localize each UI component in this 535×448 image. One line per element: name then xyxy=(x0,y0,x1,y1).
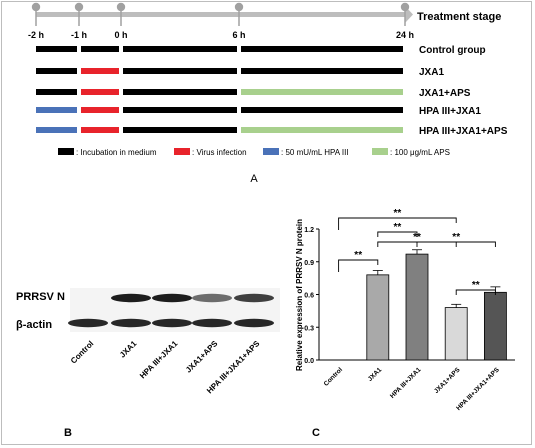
group-segment-aps xyxy=(241,89,403,95)
time-tick-label: 6 h xyxy=(232,30,245,40)
time-tick-label: -1 h xyxy=(71,30,87,40)
group-segment-medium xyxy=(241,68,403,74)
timeline-marker xyxy=(74,2,84,12)
timeline-marker xyxy=(234,2,244,12)
prrsv-band xyxy=(111,293,151,303)
actin-band xyxy=(68,318,108,328)
prrsv-band xyxy=(234,293,274,303)
panel-b-label: B xyxy=(64,427,72,439)
x-tick-label: HPA III+JXA1 xyxy=(389,366,423,400)
blot-row-label: PRRSV N xyxy=(16,291,65,303)
lane-label: JXA1+APS xyxy=(184,339,220,375)
significance-bracket xyxy=(455,289,496,295)
bar xyxy=(483,291,507,361)
group-segment-medium xyxy=(123,107,237,113)
significance-label: ** xyxy=(394,208,402,219)
significance-bracket xyxy=(377,231,418,237)
group-segment-medium xyxy=(123,89,237,95)
x-tick-label: HPA III+JXA1+APS xyxy=(455,366,501,412)
legend-label: : 100 μg/mL APS xyxy=(390,148,450,157)
group-segment-medium xyxy=(81,46,119,52)
group-segment-medium xyxy=(36,89,77,95)
significance-label: ** xyxy=(472,280,480,291)
actin-band xyxy=(152,318,192,328)
y-tick-label: 0.0 xyxy=(304,358,314,365)
group-segment-aps xyxy=(241,127,403,133)
legend-swatch-virus xyxy=(174,148,190,155)
group-label: JXA1 xyxy=(419,67,444,78)
significance-label: ** xyxy=(394,222,402,233)
bar xyxy=(405,253,429,361)
significance-label: ** xyxy=(354,250,362,261)
significance-label: ** xyxy=(413,232,421,243)
timeline-marker xyxy=(31,2,41,12)
panel-a-label: A xyxy=(250,173,258,185)
group-segment-medium xyxy=(123,46,237,52)
prrsv-band xyxy=(152,293,192,303)
significance-bracket xyxy=(338,259,379,272)
group-segment-virus xyxy=(81,89,119,95)
actin-band xyxy=(111,318,151,328)
timeline-label: Treatment stage xyxy=(417,11,501,23)
panel-c-label: C xyxy=(312,427,320,439)
group-segment-medium xyxy=(241,107,403,113)
y-tick-label: 0.6 xyxy=(304,293,314,300)
group-segment-medium xyxy=(123,127,237,133)
actin-band xyxy=(192,318,232,328)
group-label: JXA1+APS xyxy=(419,88,471,99)
timeline-marker xyxy=(400,2,410,12)
legend-swatch-medium xyxy=(58,148,74,155)
group-segment-medium xyxy=(241,46,403,52)
group-segment-hpa xyxy=(36,127,77,133)
group-segment-hpa xyxy=(36,107,77,113)
x-tick-label: JXA1+APS xyxy=(433,366,462,395)
timeline-bar xyxy=(36,12,405,17)
y-tick-label: 0.3 xyxy=(304,325,314,332)
bar xyxy=(444,307,468,361)
y-axis-label: Relative expression of PRRSV N protein xyxy=(295,219,304,371)
actin-band xyxy=(234,318,274,328)
lane-label: Control xyxy=(69,339,95,365)
significance-bracket xyxy=(416,241,496,247)
time-tick-label: 0 h xyxy=(114,30,127,40)
timeline-marker xyxy=(116,2,126,12)
x-tick-label: JXA1 xyxy=(367,366,384,383)
legend-label: : Virus infection xyxy=(192,148,247,157)
legend-label: : Incubation in medium xyxy=(76,148,157,157)
group-segment-medium xyxy=(36,46,77,52)
y-tick-label: 0.9 xyxy=(304,260,314,267)
group-segment-medium xyxy=(123,68,237,74)
group-segment-virus xyxy=(81,107,119,113)
time-tick-label: 24 h xyxy=(396,30,414,40)
group-label: HPA III+JXA1 xyxy=(419,106,481,117)
blot-row-label: β-actin xyxy=(16,319,52,331)
y-tick-label: 1.2 xyxy=(304,227,314,234)
legend-label: : 50 mU/mL HPA III xyxy=(281,148,349,157)
significance-bracket xyxy=(338,217,457,230)
group-segment-virus xyxy=(81,68,119,74)
legend-swatch-aps xyxy=(372,148,388,155)
x-tick-label: Control xyxy=(323,366,344,387)
group-label: HPA III+JXA1+APS xyxy=(419,126,508,137)
time-tick-label: -2 h xyxy=(28,30,44,40)
lane-label: JXA1 xyxy=(118,339,139,360)
group-label: Control group xyxy=(419,45,486,56)
legend-swatch-hpa xyxy=(263,148,279,155)
group-segment-medium xyxy=(36,68,77,74)
bar xyxy=(366,274,390,361)
lane-label: HPA III+JXA1 xyxy=(138,339,180,381)
significance-label: ** xyxy=(452,232,460,243)
group-segment-virus xyxy=(81,127,119,133)
prrsv-band xyxy=(192,293,232,303)
